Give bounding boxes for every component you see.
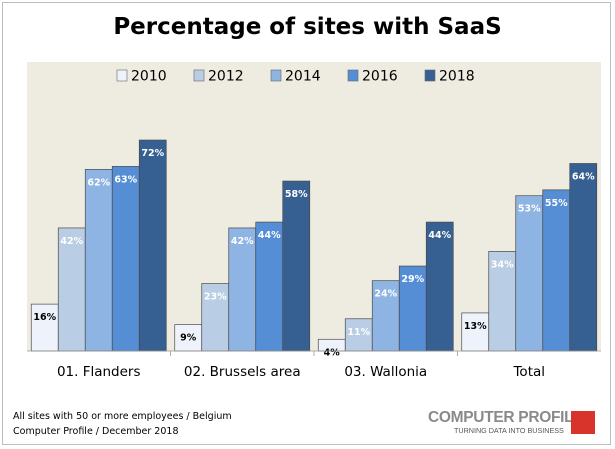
data-label: 29% bbox=[401, 274, 424, 285]
bar-2016-1 bbox=[255, 221, 284, 352]
bar-2010-3 bbox=[461, 312, 490, 352]
legend-label-2012: 2012 bbox=[208, 69, 244, 85]
bar-2010-0 bbox=[30, 303, 59, 352]
computer-profile-logo: COMPUTER PROFILE TURNING DATA INTO BUSIN… bbox=[428, 409, 598, 435]
data-label: 9% bbox=[180, 333, 197, 344]
logo-tagline: TURNING DATA INTO BUSINESS bbox=[454, 426, 564, 435]
data-label: 4% bbox=[324, 347, 341, 358]
legend-label-2014: 2014 bbox=[285, 69, 321, 85]
bar-2014-0 bbox=[84, 168, 113, 352]
chart-title: Percentage of sites with SaaS bbox=[113, 14, 502, 40]
chart-frame bbox=[2, 2, 611, 445]
bar-2016-3 bbox=[542, 189, 571, 352]
data-label: 64% bbox=[572, 171, 595, 182]
data-label: 53% bbox=[518, 204, 541, 215]
data-label: 44% bbox=[428, 230, 451, 241]
bar-2012-2 bbox=[344, 318, 373, 352]
data-label: 72% bbox=[141, 148, 164, 159]
bar-2016-0 bbox=[111, 166, 140, 352]
data-label: 42% bbox=[231, 236, 254, 247]
bar-2012-0 bbox=[57, 227, 86, 352]
bar-2018-0 bbox=[138, 139, 167, 352]
legend-label-2010: 2010 bbox=[131, 69, 167, 85]
legend-swatch-2010 bbox=[116, 69, 128, 82]
legend-label-2018: 2018 bbox=[439, 69, 475, 85]
bar-2018-2 bbox=[425, 221, 454, 352]
logo-name: COMPUTER PROFILE bbox=[428, 409, 584, 426]
data-label: 42% bbox=[60, 236, 83, 247]
data-label: 24% bbox=[374, 289, 397, 300]
category-label: Total bbox=[512, 364, 545, 380]
data-label: 34% bbox=[491, 259, 514, 270]
data-label: 11% bbox=[347, 327, 370, 338]
legend-swatch-2014 bbox=[270, 69, 282, 82]
bar-2018-1 bbox=[282, 180, 311, 352]
legend-swatch-2016 bbox=[347, 69, 359, 82]
data-label: 44% bbox=[258, 230, 281, 241]
footer-line-1: All sites with 50 or more employees / Be… bbox=[13, 411, 232, 422]
bar-2012-3 bbox=[488, 251, 517, 352]
data-label: 63% bbox=[114, 174, 137, 185]
data-label: 62% bbox=[87, 177, 110, 188]
data-label: 13% bbox=[464, 321, 487, 332]
legend-label-2016: 2016 bbox=[362, 69, 398, 85]
bar-2014-3 bbox=[515, 195, 544, 352]
data-label: 23% bbox=[204, 292, 227, 303]
data-label: 16% bbox=[33, 312, 56, 323]
data-label: 58% bbox=[285, 189, 308, 200]
footer-line-2: Computer Profile / December 2018 bbox=[13, 426, 179, 437]
data-label: 55% bbox=[545, 198, 568, 209]
category-label: 01. Flanders bbox=[57, 364, 141, 380]
bar-2014-2 bbox=[371, 280, 400, 352]
bar-2018-3 bbox=[569, 163, 598, 352]
logo-square bbox=[571, 411, 595, 434]
category-label: 03. Wallonia bbox=[344, 364, 427, 380]
legend-swatch-2012 bbox=[193, 69, 205, 82]
category-label: 02. Brussels area bbox=[184, 364, 301, 380]
bar-2016-2 bbox=[398, 265, 427, 352]
legend-swatch-2018 bbox=[424, 69, 436, 82]
footer-note: All sites with 50 or more employees / Be… bbox=[13, 409, 232, 439]
